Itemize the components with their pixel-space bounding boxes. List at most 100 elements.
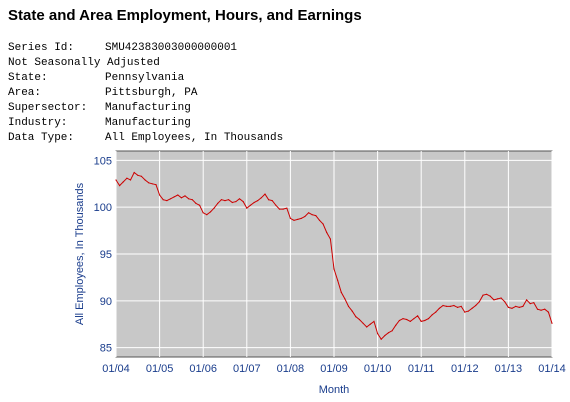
data-point — [184, 195, 186, 197]
data-point — [547, 311, 550, 313]
data-point — [533, 302, 535, 304]
data-point — [151, 183, 153, 185]
data-point — [126, 177, 128, 179]
y-tick-label: 105 — [94, 155, 112, 167]
data-point — [435, 311, 437, 313]
y-tick-label: 100 — [94, 202, 112, 214]
data-point — [268, 199, 270, 201]
area-key: Area: — [8, 87, 42, 99]
x-tick-label: 01/07 — [233, 363, 261, 375]
data-point — [282, 208, 284, 210]
series-id-row: Series Id: SMU42383003000000001 — [8, 41, 283, 56]
data-point — [206, 214, 208, 216]
data-point — [304, 215, 306, 218]
data-point — [337, 279, 339, 281]
data-point — [482, 294, 484, 296]
data-point — [246, 207, 248, 209]
x-tick-label: 01/05 — [146, 363, 174, 375]
data-point — [398, 319, 400, 322]
data-point — [311, 214, 313, 216]
y-axis-title: All Employees, In Thousands — [74, 182, 86, 325]
data-point — [355, 316, 357, 318]
data-point — [380, 338, 382, 340]
supersector-key: Supersector: — [8, 102, 88, 114]
data-point — [148, 182, 150, 184]
data-point — [238, 198, 241, 200]
data-point — [507, 306, 509, 308]
data-point — [551, 322, 553, 324]
data-point — [467, 310, 469, 312]
series-id-value: SMU42383003000000001 — [105, 42, 238, 54]
data-point — [526, 299, 528, 301]
data-point — [318, 219, 321, 221]
data-point — [489, 295, 491, 297]
data-point — [493, 299, 495, 301]
series-id-key: Series Id: — [8, 42, 75, 54]
data-point — [297, 218, 299, 220]
data-point — [496, 298, 499, 300]
industry-row: Industry: Manufacturing — [8, 116, 283, 131]
data-point — [326, 231, 328, 234]
data-point — [140, 175, 142, 177]
x-tick-label: 01/12 — [451, 363, 479, 375]
data-point — [391, 330, 393, 332]
data-point — [522, 305, 524, 307]
data-point — [420, 320, 422, 322]
data-point — [464, 311, 466, 313]
data-type-key: Data Type: — [8, 132, 75, 144]
data-point — [253, 201, 255, 204]
data-point — [260, 197, 262, 199]
data-point — [373, 320, 375, 322]
data-point — [224, 200, 226, 202]
data-point — [333, 268, 335, 270]
area-row: Area: Pittsburgh, PA — [8, 86, 283, 101]
y-axis-ticks: 85 90 95 100 105 — [94, 155, 112, 354]
x-tick-label: 01/14 — [538, 363, 566, 375]
data-point — [119, 185, 121, 187]
data-point — [202, 212, 204, 214]
data-point — [529, 303, 531, 305]
x-tick-label: 01/10 — [364, 363, 392, 375]
data-point — [424, 319, 426, 322]
y-tick-label: 90 — [100, 296, 112, 308]
data-point — [169, 198, 172, 200]
state-row: State: Pennsylvania — [8, 71, 283, 86]
data-point — [377, 333, 379, 335]
data-point — [417, 315, 419, 317]
data-point — [511, 307, 513, 309]
data-point — [180, 197, 182, 199]
data-point — [438, 307, 440, 309]
y-tick-label: 95 — [100, 249, 112, 261]
data-point — [442, 304, 444, 307]
data-point — [500, 297, 502, 299]
data-point — [460, 305, 462, 307]
data-point — [173, 196, 175, 198]
data-point — [329, 238, 331, 240]
data-point — [340, 291, 342, 293]
data-point — [347, 305, 350, 307]
data-point — [177, 194, 179, 196]
data-point — [515, 305, 517, 307]
data-point — [384, 334, 386, 337]
data-point — [456, 306, 459, 308]
data-point — [115, 179, 117, 181]
data-point — [431, 314, 433, 316]
x-tick-label: 01/06 — [189, 363, 217, 375]
data-point — [308, 212, 310, 214]
data-point — [413, 318, 415, 320]
data-point — [228, 199, 230, 201]
data-point — [358, 318, 360, 321]
adjustment-text: Not Seasonally Adjusted — [8, 57, 160, 69]
data-point — [264, 193, 266, 195]
data-point — [544, 308, 546, 310]
data-point — [446, 305, 448, 307]
data-point — [351, 310, 353, 312]
data-point — [242, 201, 244, 203]
data-point — [137, 174, 139, 176]
data-type-row: Data Type: All Employees, In Thousands — [8, 131, 283, 146]
data-point — [209, 211, 212, 213]
data-point — [217, 202, 219, 204]
data-point — [129, 179, 132, 181]
data-point — [387, 332, 390, 334]
x-axis-ticks: 01/04 01/05 01/06 01/07 01/08 01/09 01/10 01/11… — [102, 363, 566, 375]
